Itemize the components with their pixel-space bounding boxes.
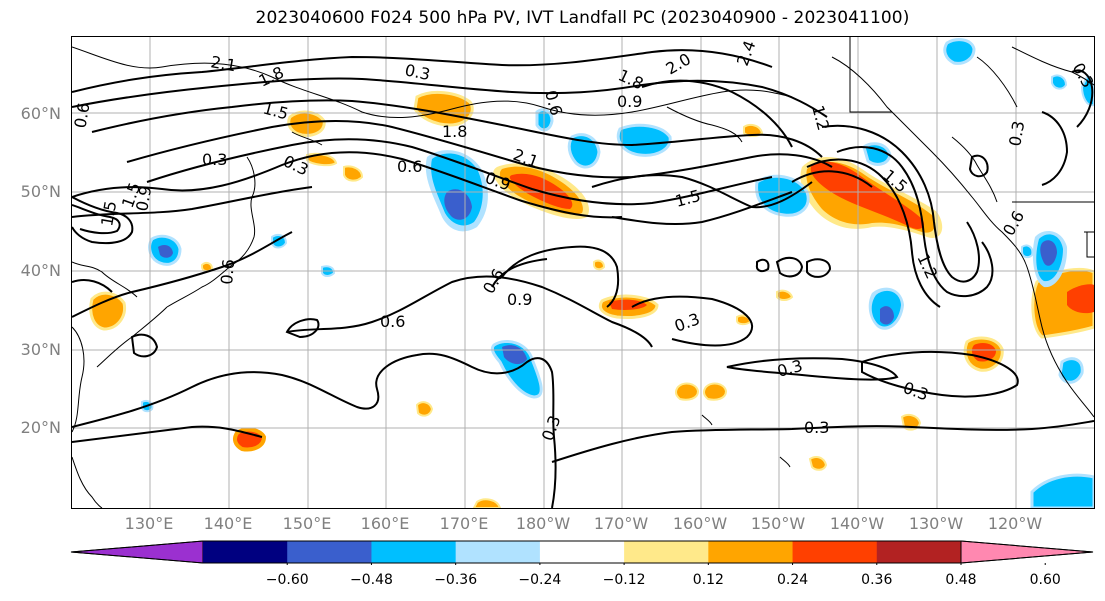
contour-label: 0.6 xyxy=(999,207,1028,239)
lon-label-180w: 180°W xyxy=(515,514,571,533)
contour-label: 0.6 xyxy=(479,265,508,297)
lon-label-170w: 170°W xyxy=(593,514,649,533)
positive-anomaly-blob-japan xyxy=(89,291,127,331)
colorbar-tick-label: −0.12 xyxy=(602,572,646,588)
map-canvas: 2.1 1.8 0.3 1.8 2.0 2.4 0.6 1.5 1.2 0.9 … xyxy=(72,37,1094,508)
contour-label: 0.3 xyxy=(804,418,829,437)
colorbar-segment xyxy=(203,541,288,563)
lat-label-60n: 60°N xyxy=(20,104,61,123)
colorbar-extend-right xyxy=(960,540,1094,564)
contour-label: 0.3 xyxy=(403,60,432,84)
negative-anomaly-blob-aleutian xyxy=(616,123,672,157)
lon-label-130w: 130°W xyxy=(908,514,964,533)
ivt-shading-layer xyxy=(89,38,1094,508)
lon-label-150e: 150°E xyxy=(282,514,332,533)
contour-label: 1.5 xyxy=(673,186,703,211)
contour-label: 1.8 xyxy=(256,63,287,91)
contour-label: 0.6 xyxy=(217,258,238,285)
colorbar-segment xyxy=(539,541,625,563)
colorbar-segment xyxy=(371,541,457,563)
contour-label: 0.3 xyxy=(672,309,702,336)
lat-label-30n: 30°N xyxy=(20,340,61,359)
contour-label: 2.1 xyxy=(209,52,237,75)
colorbar-segment xyxy=(624,541,709,563)
positive-anomaly-blob-alaska xyxy=(800,157,943,238)
colorbar-segment xyxy=(287,541,372,563)
lat-label-50n: 50°N xyxy=(20,182,61,201)
lon-label-160w: 160°W xyxy=(672,514,728,533)
colorbar-segment xyxy=(876,541,962,563)
positive-anomaly-blob-hawaii-west xyxy=(232,427,267,452)
contour-label: 2.0 xyxy=(663,49,695,78)
contour-label: 0.6 xyxy=(397,157,422,176)
colorbar-tick-label: −0.36 xyxy=(434,572,478,588)
contour-label: 0.3 xyxy=(538,413,565,443)
pv-contours xyxy=(72,49,1094,508)
lon-label-130e: 130°E xyxy=(124,514,174,533)
contour-label: 0.3 xyxy=(1005,119,1028,147)
contour-label: 0.3 xyxy=(901,378,931,405)
colorbar-tick-label: 0.60 xyxy=(1029,572,1061,588)
colorbar-tick-label: −0.48 xyxy=(349,572,393,588)
lon-label-140w: 140°W xyxy=(829,514,885,533)
contour-label: 0.6 xyxy=(380,312,405,331)
colorbar-segment xyxy=(708,541,794,563)
lon-label-140e: 140°E xyxy=(203,514,253,533)
contour-label: 0.9 xyxy=(132,184,155,212)
colorbar-extend-left xyxy=(70,540,204,564)
map-title: 2023040600 F024 500 hPa PV, IVT Landfall… xyxy=(255,8,910,28)
colorbar-segments xyxy=(70,540,1094,565)
country-borders xyxy=(849,37,1094,258)
colorbar-tick-label: 0.36 xyxy=(861,572,893,588)
contour-label: 0.6 xyxy=(72,101,94,129)
colorbar-tick-label: −0.60 xyxy=(265,572,309,588)
contour-label: 1.8 xyxy=(442,122,467,141)
lon-label-160e: 160°E xyxy=(360,514,410,533)
colorbar-tick-label: 0.48 xyxy=(945,572,977,588)
lat-label-40n: 40°N xyxy=(20,261,61,280)
contour-label: 2.4 xyxy=(733,38,760,68)
contour-label: 0.9 xyxy=(507,290,532,309)
lon-label-150w: 150°W xyxy=(750,514,806,533)
colorbar xyxy=(70,540,1094,565)
lon-label-170e: 170°E xyxy=(439,514,489,533)
pv-contour-labels: 2.1 1.8 0.3 1.8 2.0 2.4 0.6 1.5 1.2 0.9 … xyxy=(72,38,1094,443)
contour-label: 1.5 xyxy=(97,199,120,227)
colorbar-tick-label: 0.12 xyxy=(692,572,724,588)
colorbar-segment xyxy=(792,541,878,563)
colorbar-tick-label: −0.24 xyxy=(518,572,562,588)
contour-label: 1.2 xyxy=(808,103,833,133)
colorbar-segment xyxy=(455,541,541,563)
lon-label-120w: 120°W xyxy=(987,514,1043,533)
map-panel: 2.1 1.8 0.3 1.8 2.0 2.4 0.6 1.5 1.2 0.9 … xyxy=(71,36,1095,509)
colorbar-tick-label: 0.24 xyxy=(776,572,809,588)
contour-label: 0.9 xyxy=(617,92,642,111)
contour-label: 0.3 xyxy=(202,150,227,169)
positive-anomaly-blob-aleutian-west xyxy=(413,90,474,127)
coastlines xyxy=(72,46,1094,508)
lat-label-20n: 20°N xyxy=(20,418,61,437)
